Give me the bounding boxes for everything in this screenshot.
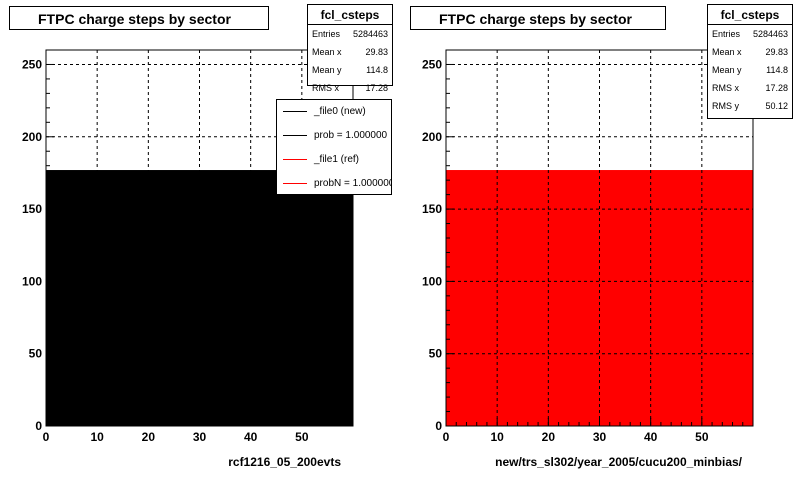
y-tick-label: 200 bbox=[422, 130, 442, 144]
x-tick-label: 40 bbox=[644, 430, 658, 444]
legend-line-swatch bbox=[283, 159, 307, 160]
right-stats-row: Mean y 114.8 bbox=[712, 65, 788, 75]
legend-entry: prob = 1.000000 bbox=[277, 124, 391, 148]
x-tick-label: 10 bbox=[490, 430, 504, 444]
legend-label: probN = 1.000000 bbox=[314, 178, 392, 189]
y-tick-label: 150 bbox=[422, 202, 442, 216]
right-stats-row: RMS x 17.28 bbox=[712, 83, 788, 93]
left-stats-row: Entries 5284463 bbox=[312, 29, 388, 39]
left-legend-box: _file0 (new) prob = 1.000000 _file1 (ref… bbox=[276, 99, 392, 195]
left-xaxis-label: rcf1216_05_200evts bbox=[228, 455, 341, 469]
x-tick-label: 20 bbox=[542, 430, 556, 444]
x-tick-label: 30 bbox=[593, 430, 607, 444]
right-xaxis-label: new/trs_sl302/year_2005/cucu200_minbias/ bbox=[495, 455, 742, 469]
x-tick-label: 20 bbox=[142, 430, 156, 444]
x-tick-label: 30 bbox=[193, 430, 207, 444]
legend-entry: _file1 (ref) bbox=[277, 148, 391, 172]
y-tick-label: 150 bbox=[22, 202, 42, 216]
right-title-box: FTPC charge steps by sector bbox=[410, 6, 666, 30]
left-stats-row: RMS x 17.28 bbox=[312, 83, 388, 93]
legend-line-swatch bbox=[283, 183, 307, 184]
left-title: FTPC charge steps by sector bbox=[38, 11, 231, 27]
left-stats-box: fcl_csteps Entries 5284463 Mean x 29.83 Me… bbox=[307, 4, 393, 93]
legend-line-swatch bbox=[283, 135, 307, 136]
x-tick-label: 40 bbox=[244, 430, 258, 444]
right-title: FTPC charge steps by sector bbox=[439, 11, 632, 27]
y-tick-label: 200 bbox=[22, 130, 42, 144]
left-stats-row: Mean y 114.8 bbox=[312, 65, 388, 75]
x-tick-label: 0 bbox=[43, 430, 50, 444]
y-tick-label: 50 bbox=[29, 347, 43, 361]
left-title-box: FTPC charge steps by sector bbox=[9, 6, 269, 30]
right-stats-title: fcl_csteps bbox=[708, 5, 792, 25]
legend-label: _file0 (new) bbox=[314, 106, 366, 117]
right-stats-box: fcl_csteps Entries 5284463 Mean x 29.83 Me… bbox=[707, 4, 793, 119]
x-tick-label: 50 bbox=[695, 430, 709, 444]
left-stats-row: Mean x 29.83 bbox=[312, 47, 388, 57]
y-tick-label: 100 bbox=[422, 274, 442, 288]
legend-label: _file1 (ref) bbox=[314, 154, 360, 165]
legend-entry: probN = 1.000000 bbox=[277, 172, 392, 194]
legend-line-swatch bbox=[283, 111, 307, 112]
y-tick-label: 250 bbox=[422, 57, 442, 71]
right-stats-row: Entries 5284463 bbox=[712, 29, 788, 39]
left-stats-title: fcl_csteps bbox=[308, 5, 392, 25]
y-tick-label: 50 bbox=[429, 347, 443, 361]
legend-label: prob = 1.000000 bbox=[314, 130, 388, 141]
x-tick-label: 50 bbox=[295, 430, 309, 444]
right-stats-row: RMS y 50.12 bbox=[712, 101, 788, 111]
y-tick-label: 250 bbox=[22, 57, 42, 71]
y-tick-label: 0 bbox=[435, 419, 442, 433]
right-stats-row: Mean x 29.83 bbox=[712, 47, 788, 57]
x-tick-label: 0 bbox=[443, 430, 450, 444]
legend-entry: _file0 (new) bbox=[277, 100, 391, 124]
y-tick-label: 0 bbox=[35, 419, 42, 433]
y-tick-label: 100 bbox=[22, 274, 42, 288]
x-tick-label: 10 bbox=[90, 430, 104, 444]
